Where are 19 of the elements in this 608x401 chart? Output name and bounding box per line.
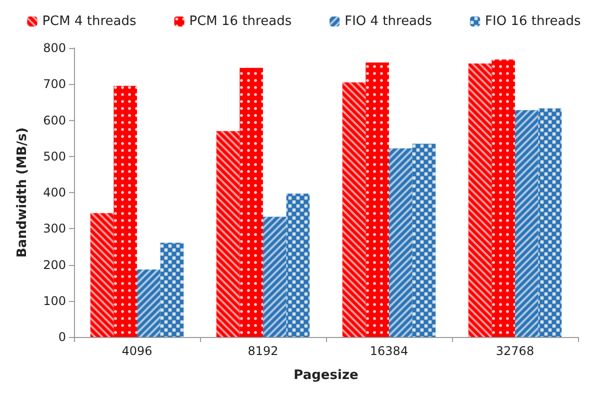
y-tick-label: 300 (43, 222, 66, 236)
legend-label: FIO 16 threads (485, 14, 582, 29)
y-axis-title: Bandwidth (MB/s) (15, 127, 30, 258)
legend-label: FIO 4 threads (344, 14, 432, 29)
x-tick-label: 4096 (122, 344, 152, 358)
y-tick-label: 600 (43, 113, 66, 128)
y-tick-label: 800 (43, 41, 66, 55)
legend-label: PCM 16 threads (189, 14, 292, 29)
x-tick-label: 32768 (496, 344, 534, 358)
y-tick-label: 400 (43, 186, 66, 200)
y-tick-label: 0 (58, 330, 66, 344)
x-tick-label: 16384 (370, 344, 408, 358)
y-tick-label: 100 (43, 294, 66, 308)
y-tick-label: 700 (43, 77, 66, 92)
x-tick-label: 8192 (248, 344, 278, 358)
y-tick-label: 500 (43, 149, 66, 164)
y-tick-label: 200 (43, 258, 66, 272)
legend-label: PCM 4 threads (42, 14, 136, 29)
x-axis-title: Pagesize (294, 368, 359, 383)
